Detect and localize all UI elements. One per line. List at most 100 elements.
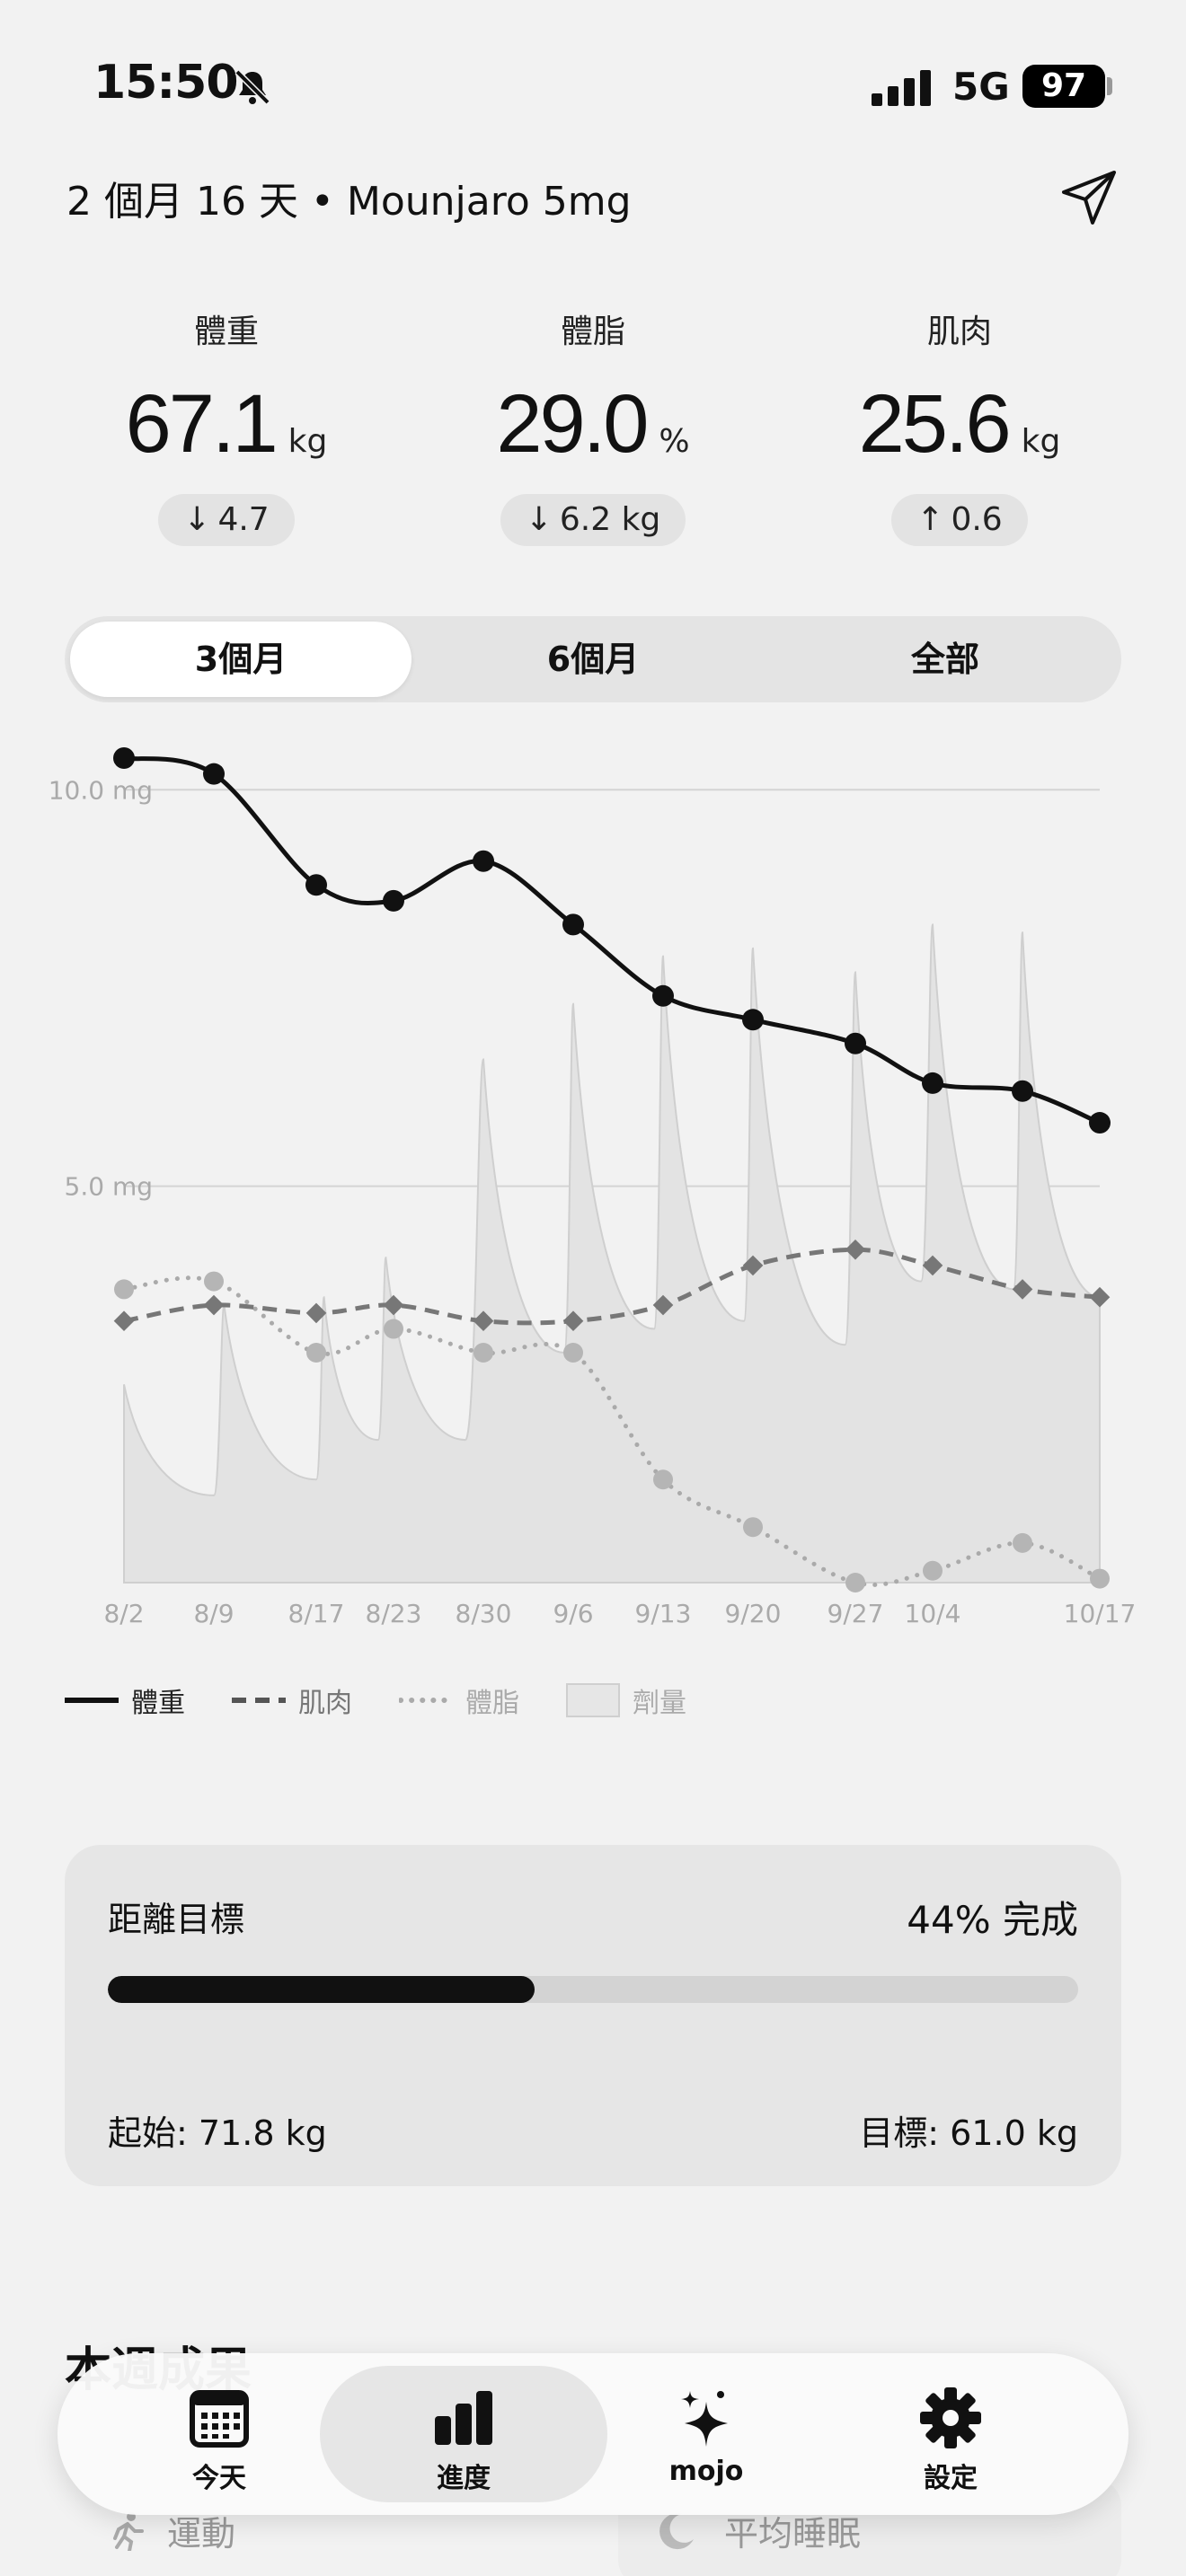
weight-point — [203, 763, 225, 785]
status-bar: 15:50 5G 97 — [0, 0, 1186, 171]
weight-point — [473, 850, 494, 872]
x-tick-label: 8/9 — [193, 1599, 234, 1628]
range-tab-all[interactable]: 全部 — [910, 640, 979, 679]
stat-weight: 體重 67.1 kg ↓ 4.7 — [65, 305, 388, 546]
tab-progress[interactable]: 進度 — [320, 2366, 607, 2502]
page-title: 2 個月 16 天 • Mounjaro 5mg — [66, 179, 632, 225]
range-tab-3-months[interactable]: 3個月 — [70, 622, 412, 697]
body-fat-point — [114, 1279, 134, 1300]
bar-chart-icon — [435, 2391, 492, 2445]
tab-label: 進度 — [437, 2463, 491, 2494]
weight-point — [305, 874, 327, 896]
muscle-point — [113, 1310, 135, 1332]
legend-swatch-dotted — [399, 1698, 453, 1703]
muscle-point — [1012, 1279, 1033, 1300]
muscle-point — [845, 1239, 866, 1260]
sleep-label: 平均睡眠 — [724, 2514, 862, 2554]
muscle-point — [203, 1294, 225, 1316]
body-fat-point — [563, 1343, 583, 1363]
y-tick-label: 5.0 mg — [65, 1172, 153, 1202]
body-fat-point — [384, 1319, 403, 1339]
weight-point — [742, 1009, 764, 1031]
x-tick-label: 10/4 — [905, 1599, 961, 1628]
body-fat-point — [204, 1271, 224, 1292]
stat-label: 體脂 — [560, 313, 625, 350]
muscle-point — [473, 1310, 494, 1332]
legend-label: 劑量 — [633, 1688, 686, 1719]
sleep-peek: 平均睡眠 — [656, 2506, 861, 2555]
legend-label: 肌肉 — [298, 1688, 352, 1719]
bottom-tab-bar: 今天 進度 mojo — [58, 2353, 1128, 2515]
exercise-label: 運動 — [167, 2514, 236, 2554]
x-tick-label: 9/13 — [635, 1599, 692, 1628]
series-line-solid — [123, 755, 1101, 1125]
share-send-icon[interactable] — [1058, 167, 1120, 228]
gear-icon — [920, 2387, 981, 2448]
goal-progress-track — [108, 1976, 1078, 2003]
tab-label: 今天 — [192, 2463, 246, 2494]
goal-target-weight: 目標: 61.0 kg — [859, 2113, 1078, 2153]
progress-chart: 8/2 8/9 8/17 8/23 8/30 9/6 9/13 9/20 9/27 10/4 10/… — [49, 747, 1136, 1628]
weight-point — [1012, 1080, 1033, 1102]
stat-delta-badge: ↓ 6.2 kg — [500, 494, 686, 546]
goal-card: 距離目標 44% 完成 起始: 71.8 kg 目標: 61.0 kg — [65, 1845, 1121, 2186]
stat-unit: % — [659, 423, 690, 460]
battery-tip — [1107, 77, 1112, 95]
muscle-point — [305, 1302, 327, 1324]
legend-item-dose: 劑量 — [566, 1681, 686, 1720]
body-fat-point — [923, 1560, 943, 1581]
stat-body-fat: 體脂 29.0 % ↓ 6.2 kg — [431, 305, 755, 546]
weight-point — [562, 913, 584, 936]
muscle-point — [922, 1255, 943, 1276]
chart-legend: 體重 肌肉 體脂 劑量 — [65, 1678, 733, 1723]
bell-slash-icon — [235, 69, 270, 105]
body-fat-point — [845, 1573, 865, 1592]
legend-item-weight: 體重 — [65, 1681, 185, 1720]
tab-settings[interactable]: 設定 — [807, 2366, 1094, 2502]
legend-swatch-solid — [65, 1698, 119, 1703]
weight-point — [922, 1072, 943, 1094]
stat-delta-value: 0.6 — [951, 501, 1003, 538]
range-tab-6-months[interactable]: 6個月 — [546, 640, 640, 679]
muscle-point — [742, 1255, 764, 1276]
x-tick-label: 8/30 — [456, 1599, 512, 1628]
arrow-down-icon: ↓ — [525, 501, 553, 538]
muscle-point — [652, 1294, 674, 1316]
moon-icon — [659, 2512, 694, 2549]
dose-area — [123, 923, 1101, 1584]
stat-label: 肌肉 — [926, 313, 992, 350]
x-tick-label: 9/6 — [553, 1599, 593, 1628]
legend-label: 體重 — [131, 1688, 185, 1719]
weight-point — [1089, 1112, 1111, 1134]
running-icon — [113, 2511, 144, 2551]
stat-delta-value: 4.7 — [217, 501, 270, 538]
tab-label: mojo — [668, 2456, 744, 2487]
arrow-down-icon: ↓ — [183, 501, 211, 538]
tab-today[interactable]: 今天 — [75, 2366, 363, 2502]
weight-point — [845, 1032, 866, 1054]
stat-delta-badge: ↓ 4.7 — [158, 494, 295, 546]
goal-percent: 44% 完成 — [907, 1898, 1078, 1942]
x-tick-label: 8/17 — [288, 1599, 345, 1628]
legend-swatch-area — [566, 1683, 620, 1717]
sparkle-icon — [681, 2391, 728, 2447]
goal-title: 距離目標 — [108, 1900, 245, 1939]
legend-label: 體脂 — [465, 1688, 519, 1719]
legend-item-muscle: 肌肉 — [232, 1681, 352, 1720]
exercise-peek: 運動 — [106, 2506, 235, 2555]
x-tick-label: 8/2 — [103, 1599, 144, 1628]
signal-icon — [872, 70, 931, 106]
series-line-dotted — [121, 1275, 1102, 1587]
tab-label: 設定 — [924, 2463, 978, 2494]
stat-delta-badge: ↑ 0.6 — [891, 494, 1028, 546]
tab-mojo[interactable]: mojo — [562, 2366, 850, 2502]
x-tick-label: 8/23 — [366, 1599, 422, 1628]
stat-value: 67.1 — [125, 378, 279, 470]
network-label: 5G — [952, 65, 1010, 109]
weight-point — [113, 747, 135, 769]
stat-delta-value: 6.2 kg — [559, 501, 661, 538]
body-fat-point — [653, 1469, 673, 1490]
y-tick-label: 10.0 mg — [49, 775, 153, 805]
legend-swatch-dashed — [232, 1698, 286, 1703]
stat-value: 25.6 — [858, 378, 1012, 470]
